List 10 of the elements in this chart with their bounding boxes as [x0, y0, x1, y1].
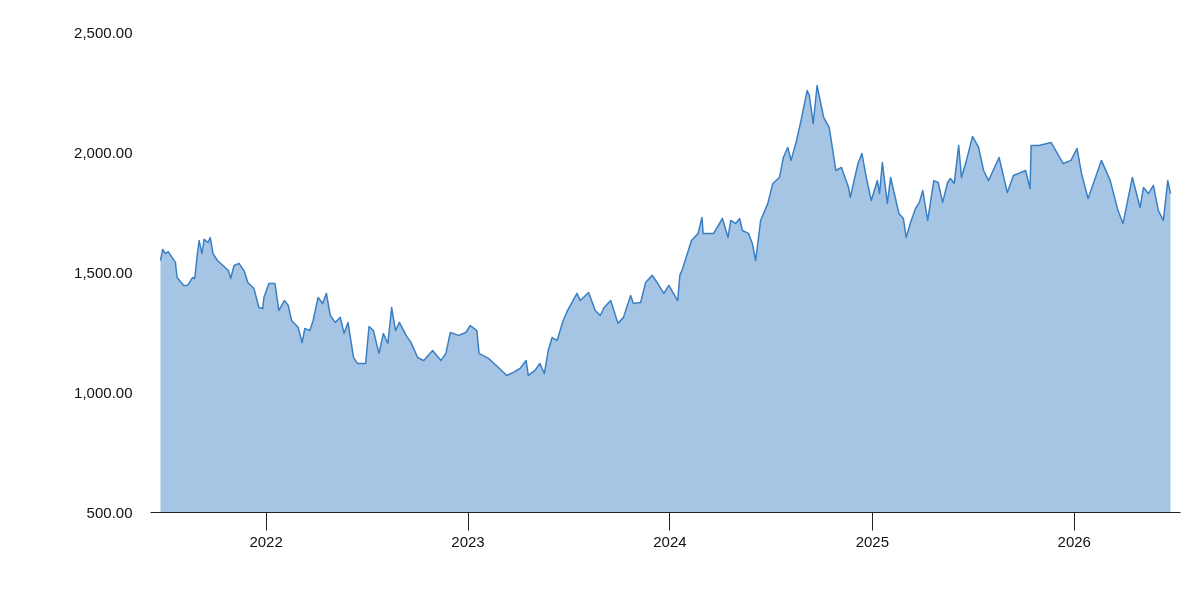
x-tick-label: 2024: [653, 532, 687, 550]
x-tick-label: 2023: [451, 532, 485, 550]
x-tick-label: 2025: [855, 532, 890, 550]
y-tick-label: 1,500.00: [74, 263, 133, 281]
y-tick-label: 500.00: [86, 503, 133, 521]
y-tick-label: 2,500.00: [74, 23, 133, 41]
y-tick-label: 2,000.00: [74, 143, 133, 161]
x-tick-label: 2026: [1057, 532, 1091, 550]
x-tick-label: 2022: [249, 532, 283, 550]
y-tick-label: 1,000.00: [74, 383, 133, 401]
